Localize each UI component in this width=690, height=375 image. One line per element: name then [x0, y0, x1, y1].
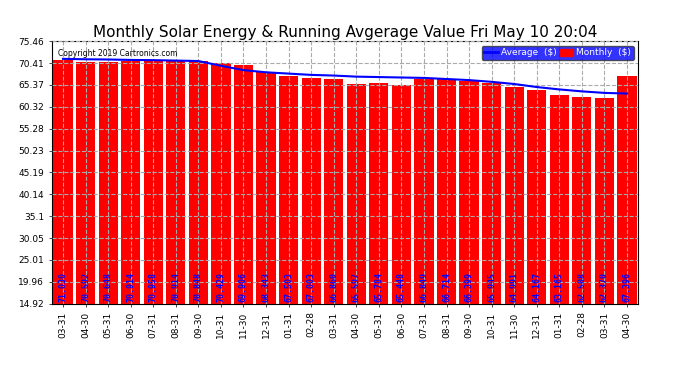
Bar [211, 63, 230, 304]
Text: 70.592: 70.592 [81, 272, 90, 302]
Text: 71.030: 71.030 [59, 272, 68, 302]
Text: 70.848: 70.848 [194, 272, 203, 302]
Bar [121, 61, 140, 304]
Bar [595, 98, 614, 304]
Bar [279, 76, 298, 304]
Text: 70.648: 70.648 [104, 272, 112, 302]
Bar [346, 84, 366, 304]
Bar [460, 81, 479, 304]
Text: 67.396: 67.396 [622, 272, 631, 302]
Bar [572, 98, 591, 304]
Bar [166, 61, 186, 304]
Text: 65.597: 65.597 [352, 272, 361, 302]
Text: 66.849: 66.849 [420, 272, 428, 302]
Text: 67.003: 67.003 [306, 272, 315, 302]
Bar [618, 76, 637, 304]
Text: 69.906: 69.906 [239, 272, 248, 302]
Bar [99, 62, 118, 304]
Bar [234, 65, 253, 304]
Text: 70.914: 70.914 [126, 272, 135, 302]
Bar [482, 82, 501, 304]
Text: 64.167: 64.167 [532, 272, 541, 302]
Text: 66.399: 66.399 [464, 272, 473, 302]
Text: 70.958: 70.958 [149, 272, 158, 302]
Text: 65.945: 65.945 [487, 272, 496, 302]
Text: 68.343: 68.343 [262, 272, 270, 302]
Text: 64.991: 64.991 [510, 272, 519, 302]
Bar [189, 61, 208, 304]
Legend: Average  ($), Monthly  ($): Average ($), Monthly ($) [482, 46, 633, 60]
Bar [257, 72, 275, 304]
Text: 70.914: 70.914 [171, 272, 180, 302]
Bar [302, 78, 321, 304]
Text: 62.508: 62.508 [578, 272, 586, 302]
Bar [550, 94, 569, 304]
Bar [504, 87, 524, 304]
Bar [415, 79, 433, 304]
Text: Copyright 2019 Cartronics.com: Copyright 2019 Cartronics.com [58, 49, 177, 58]
Text: 67.503: 67.503 [284, 272, 293, 302]
Bar [369, 83, 388, 304]
Text: 70.429: 70.429 [217, 272, 226, 302]
Bar [437, 79, 456, 304]
Text: 66.860: 66.860 [329, 272, 338, 302]
Bar [53, 60, 72, 304]
Bar [527, 90, 546, 304]
Text: 65.784: 65.784 [375, 272, 384, 302]
Bar [324, 78, 344, 304]
Text: 66.714: 66.714 [442, 272, 451, 302]
Text: 62.370: 62.370 [600, 272, 609, 302]
Text: 65.448: 65.448 [397, 272, 406, 302]
Bar [76, 62, 95, 304]
Text: 63.165: 63.165 [555, 272, 564, 302]
Bar [392, 85, 411, 304]
Title: Monthly Solar Energy & Running Avgerage Value Fri May 10 20:04: Monthly Solar Energy & Running Avgerage … [93, 25, 597, 40]
Bar [144, 61, 163, 304]
